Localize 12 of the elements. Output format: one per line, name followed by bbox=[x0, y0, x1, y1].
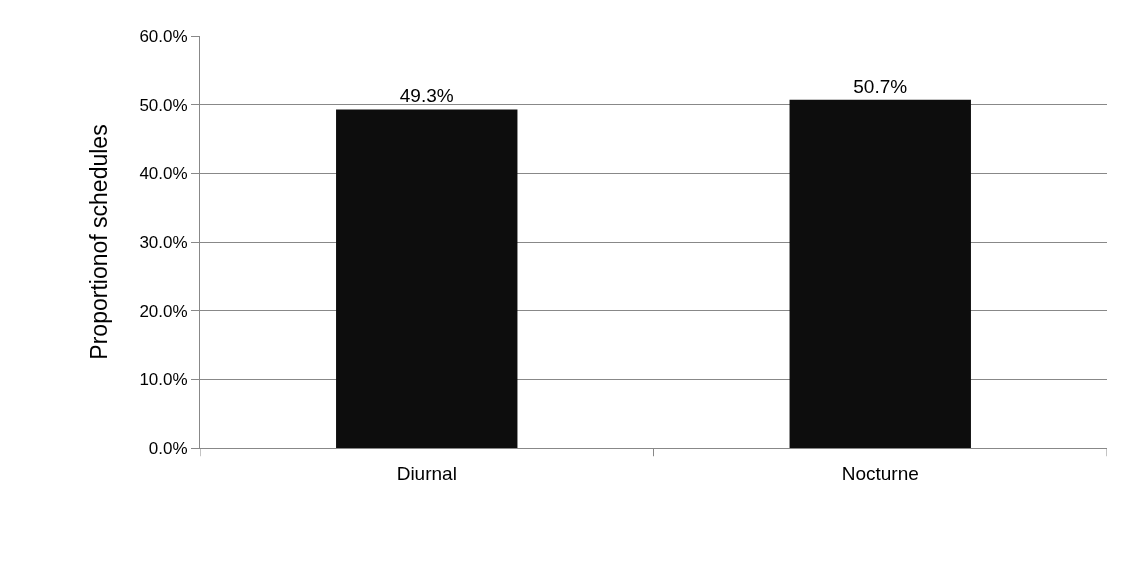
x-tick-label: Diurnal bbox=[396, 462, 457, 484]
y-tick-label: 0.0% bbox=[148, 438, 188, 458]
y-tick-label: 30.0% bbox=[139, 232, 188, 252]
data-label: 50.7% bbox=[853, 75, 908, 97]
y-axis-title: Proportionof schedules bbox=[85, 124, 112, 360]
y-tick-label: 50.0% bbox=[139, 95, 188, 115]
data-label: 49.3% bbox=[399, 85, 454, 107]
x-tick-label: Nocturne bbox=[841, 462, 919, 484]
y-tick-label: 20.0% bbox=[139, 301, 188, 321]
y-tick-label: 40.0% bbox=[139, 164, 188, 184]
y-tick-label: 60.0% bbox=[139, 26, 188, 46]
y-tick-label: 10.0% bbox=[139, 370, 188, 390]
